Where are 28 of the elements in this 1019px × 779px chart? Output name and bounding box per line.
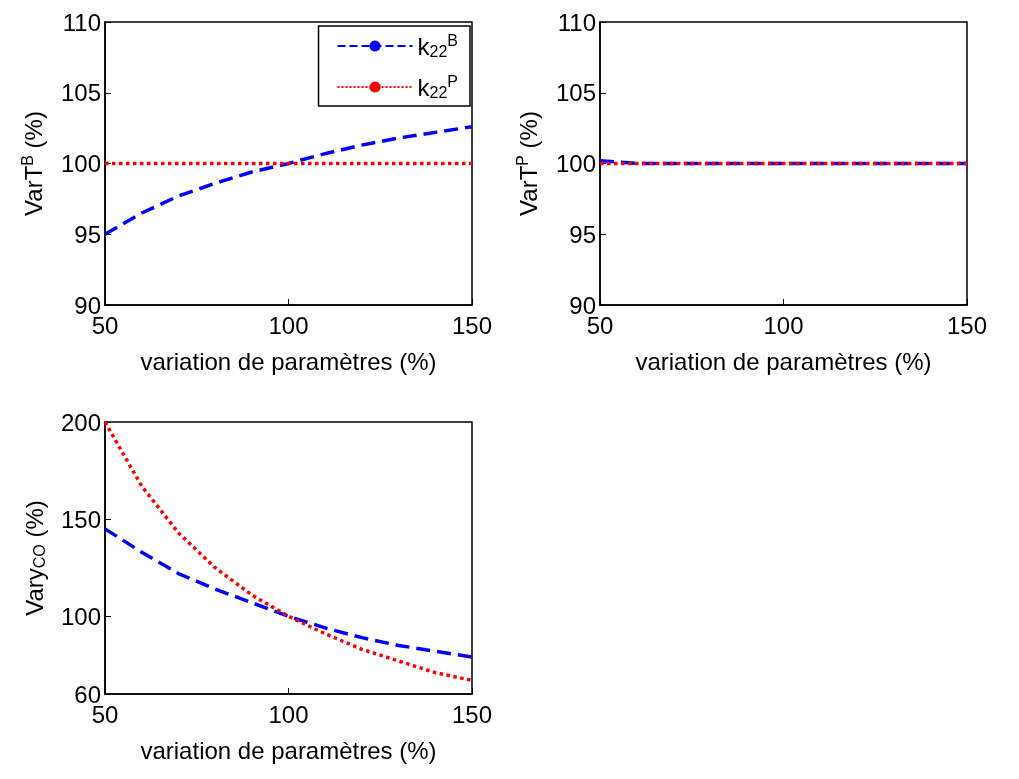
y-tick-label: 95 bbox=[74, 220, 101, 248]
y-tick-label: 105 bbox=[60, 79, 101, 107]
y-tick-label: 105 bbox=[555, 79, 596, 107]
y-axis-title: VarTB (%) bbox=[18, 111, 47, 216]
y-tick-label: 100 bbox=[60, 150, 101, 177]
legend-label: k22P bbox=[417, 72, 458, 101]
line-series bbox=[103, 527, 474, 659]
x-tick-label: 100 bbox=[763, 311, 804, 339]
x-tick-label: 100 bbox=[268, 311, 309, 339]
x-axis-title: variation de paramètres (%) bbox=[140, 736, 437, 764]
y-axis-title: VarTP (%) bbox=[513, 111, 542, 216]
x-tick-label: 150 bbox=[946, 311, 988, 339]
x-tick-label: 150 bbox=[451, 700, 493, 728]
x-axis-title: variation de paramètres (%) bbox=[635, 347, 932, 375]
line-series bbox=[103, 420, 474, 683]
x-axis-title: variation de paramètres (%) bbox=[140, 347, 437, 375]
x-tick-label: 100 bbox=[268, 700, 309, 728]
x-tick-label: 150 bbox=[451, 311, 493, 339]
legend-label: k22B bbox=[417, 31, 458, 60]
line-series bbox=[103, 124, 474, 236]
y-tick-label: 95 bbox=[569, 220, 596, 248]
y-tick-label: 100 bbox=[555, 150, 596, 177]
y-axis-title: VaryCO (%) bbox=[20, 500, 48, 616]
y-tick-label: 110 bbox=[557, 8, 596, 36]
y-tick-label: 100 bbox=[60, 602, 101, 630]
y-tick-label: 150 bbox=[60, 505, 101, 533]
y-tick-label: 200 bbox=[60, 408, 101, 436]
y-tick-label: 110 bbox=[62, 8, 101, 36]
